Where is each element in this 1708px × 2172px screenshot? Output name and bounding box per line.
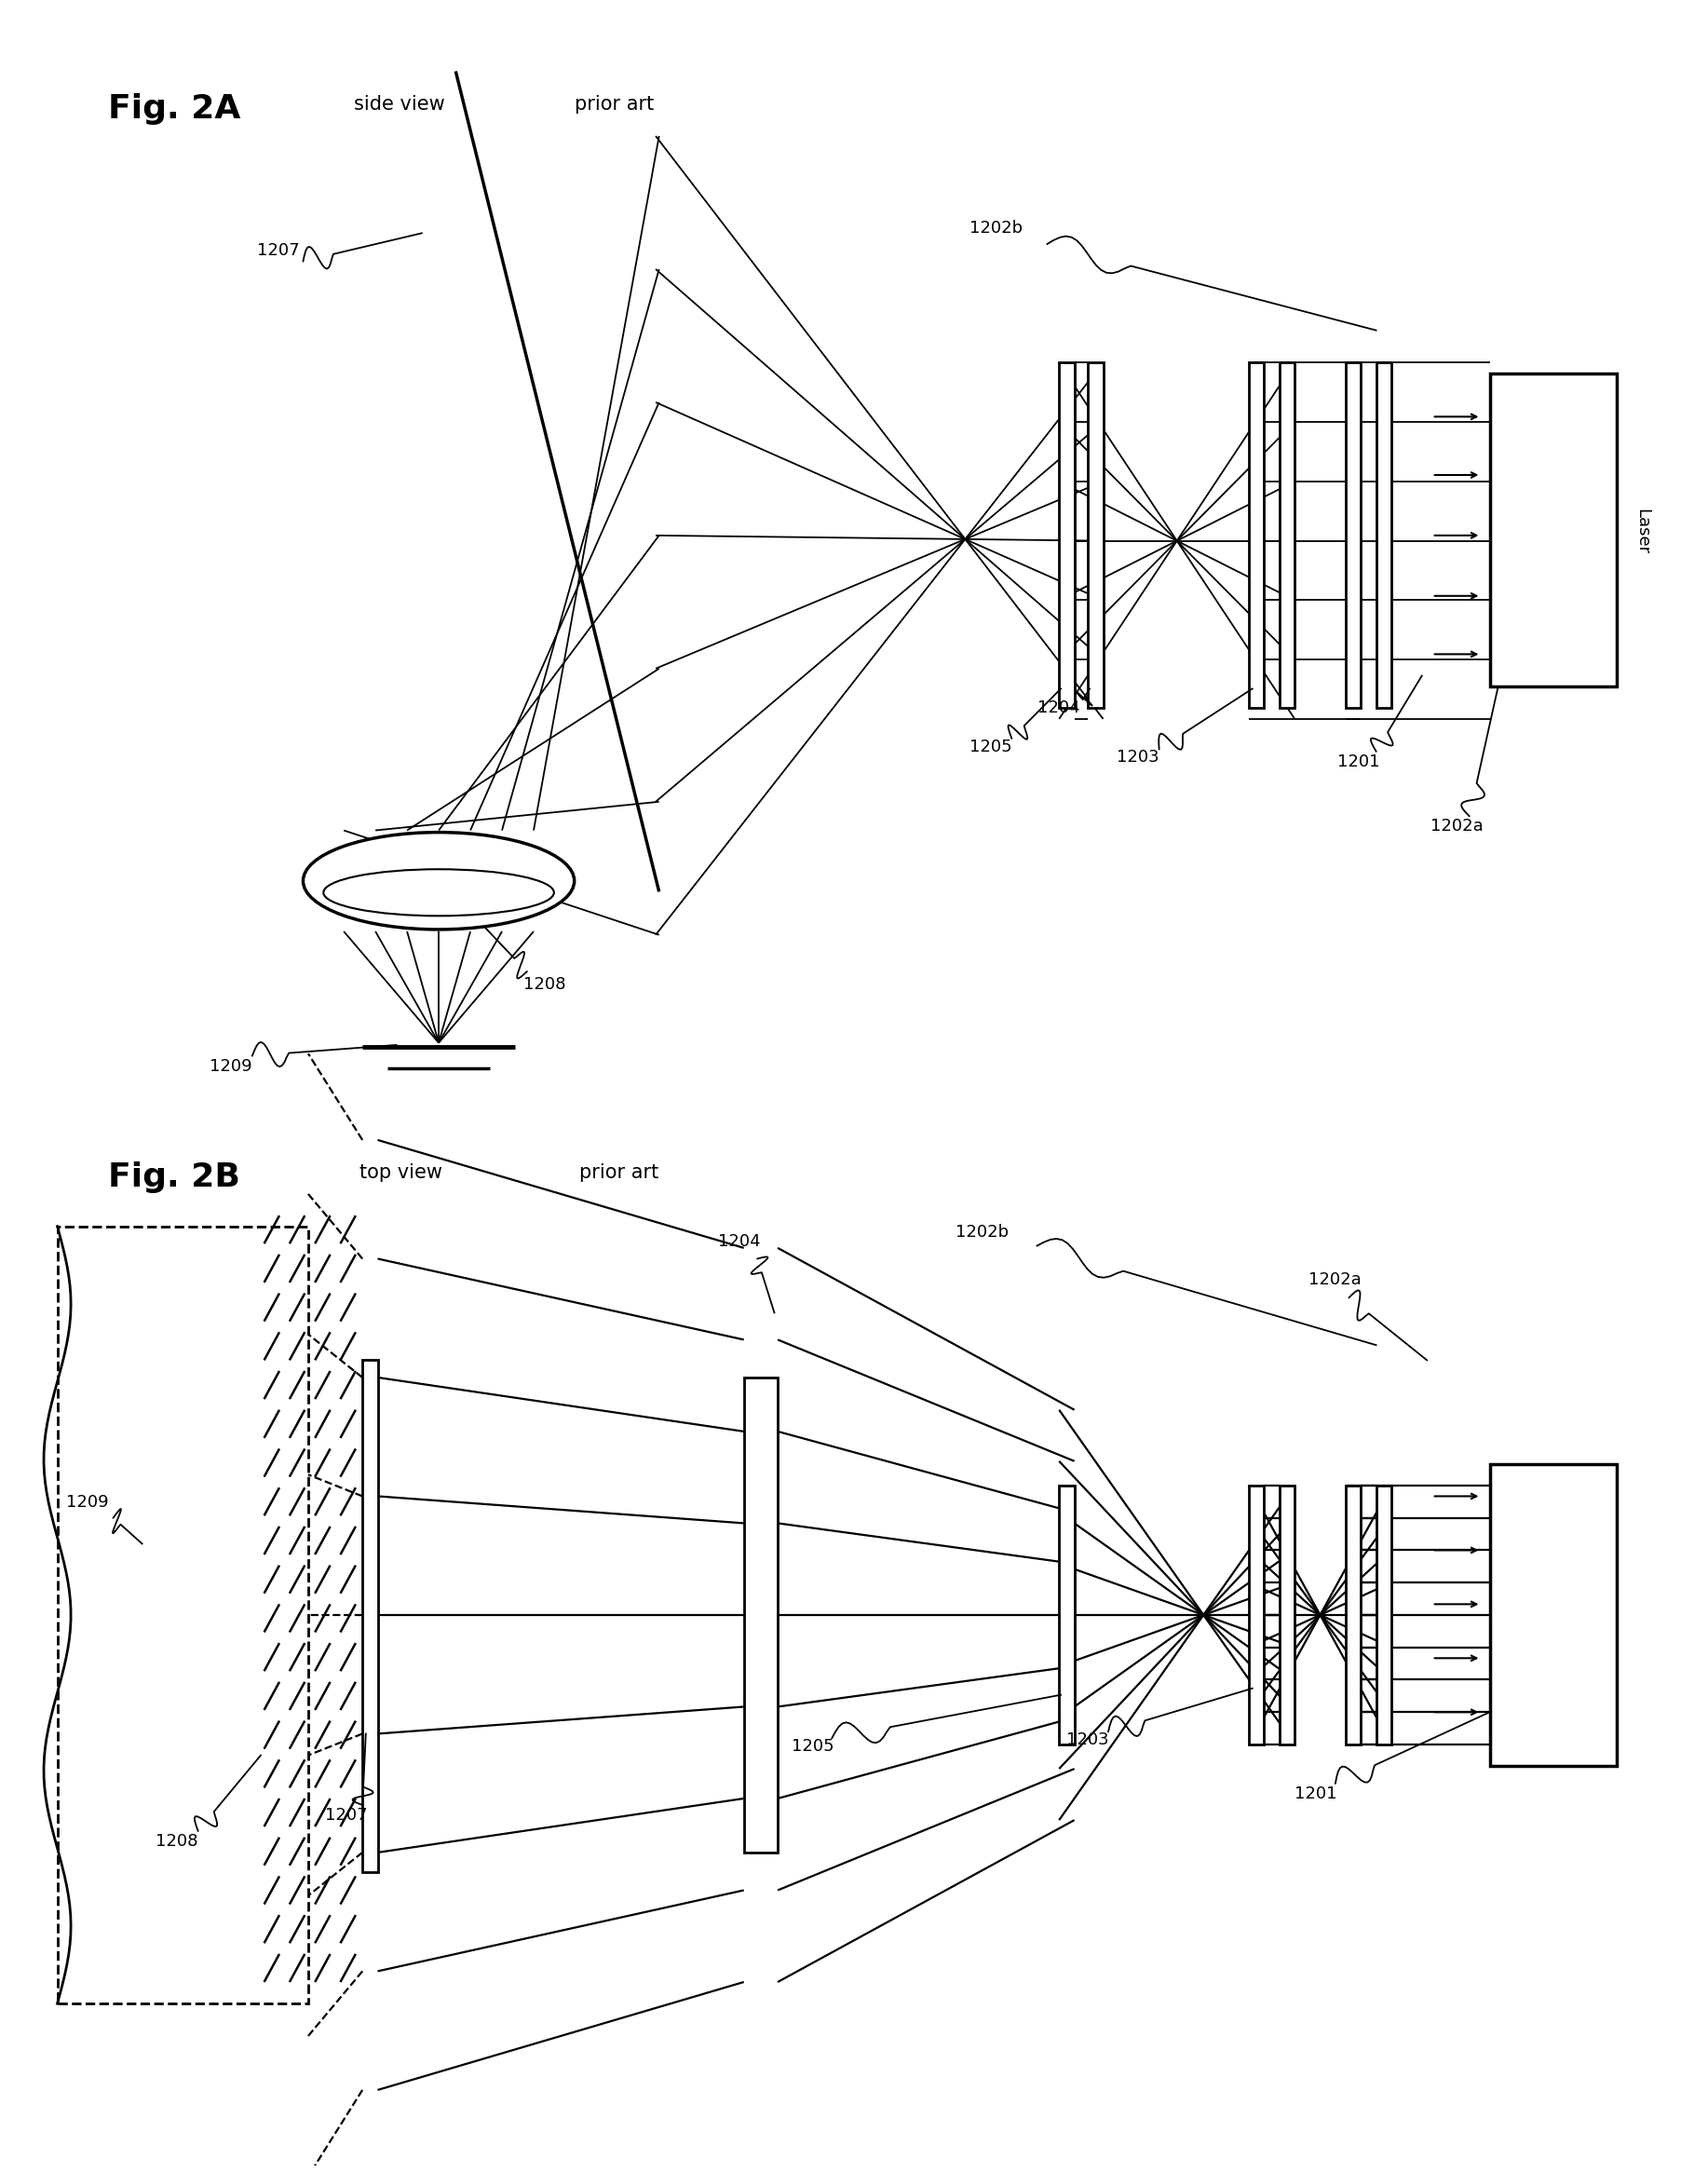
Text: Fig. 2B: Fig. 2B bbox=[108, 1162, 241, 1192]
Text: 1209: 1209 bbox=[67, 1494, 108, 1512]
Text: 1208: 1208 bbox=[523, 975, 565, 993]
Text: 1202b: 1202b bbox=[968, 219, 1023, 237]
Bar bbox=[1279, 363, 1295, 708]
Bar bbox=[1088, 363, 1103, 708]
Text: 1207: 1207 bbox=[325, 1807, 367, 1824]
Text: 1202a: 1202a bbox=[1308, 1271, 1361, 1288]
Text: 1208: 1208 bbox=[155, 1833, 198, 1851]
Bar bbox=[1377, 1486, 1392, 1744]
Text: 1205: 1205 bbox=[968, 738, 1011, 756]
Bar bbox=[1249, 363, 1264, 708]
Bar bbox=[58, 1227, 307, 2003]
Bar bbox=[1059, 363, 1074, 708]
Bar bbox=[1489, 374, 1617, 686]
Text: Laser: Laser bbox=[1635, 508, 1650, 554]
Bar bbox=[743, 1377, 777, 1853]
Bar bbox=[1346, 363, 1361, 708]
Text: 1204: 1204 bbox=[1037, 699, 1079, 717]
Bar bbox=[362, 1360, 377, 1872]
Text: top view: top view bbox=[359, 1164, 442, 1182]
Text: prior art: prior art bbox=[579, 1164, 659, 1182]
Text: 1201: 1201 bbox=[1295, 1785, 1337, 1803]
Bar bbox=[1279, 1486, 1295, 1744]
Bar bbox=[1377, 363, 1392, 708]
Text: 1204: 1204 bbox=[719, 1234, 760, 1249]
Text: 1201: 1201 bbox=[1337, 754, 1380, 771]
Text: prior art: prior art bbox=[574, 96, 654, 113]
Text: 1205: 1205 bbox=[791, 1738, 834, 1755]
Text: 1202b: 1202b bbox=[956, 1225, 1009, 1240]
Bar bbox=[1249, 1486, 1264, 1744]
Text: Fig. 2A: Fig. 2A bbox=[108, 93, 241, 124]
Bar bbox=[1059, 1486, 1074, 1744]
Text: side view: side view bbox=[354, 96, 446, 113]
Ellipse shape bbox=[302, 832, 574, 930]
Text: 1202a: 1202a bbox=[1430, 819, 1483, 834]
Bar bbox=[1489, 1464, 1617, 1766]
Text: 1203: 1203 bbox=[1066, 1731, 1108, 1748]
Text: 1207: 1207 bbox=[258, 241, 301, 258]
Text: 1209: 1209 bbox=[210, 1058, 253, 1075]
Text: 1203: 1203 bbox=[1117, 749, 1160, 767]
Bar bbox=[1346, 1486, 1361, 1744]
